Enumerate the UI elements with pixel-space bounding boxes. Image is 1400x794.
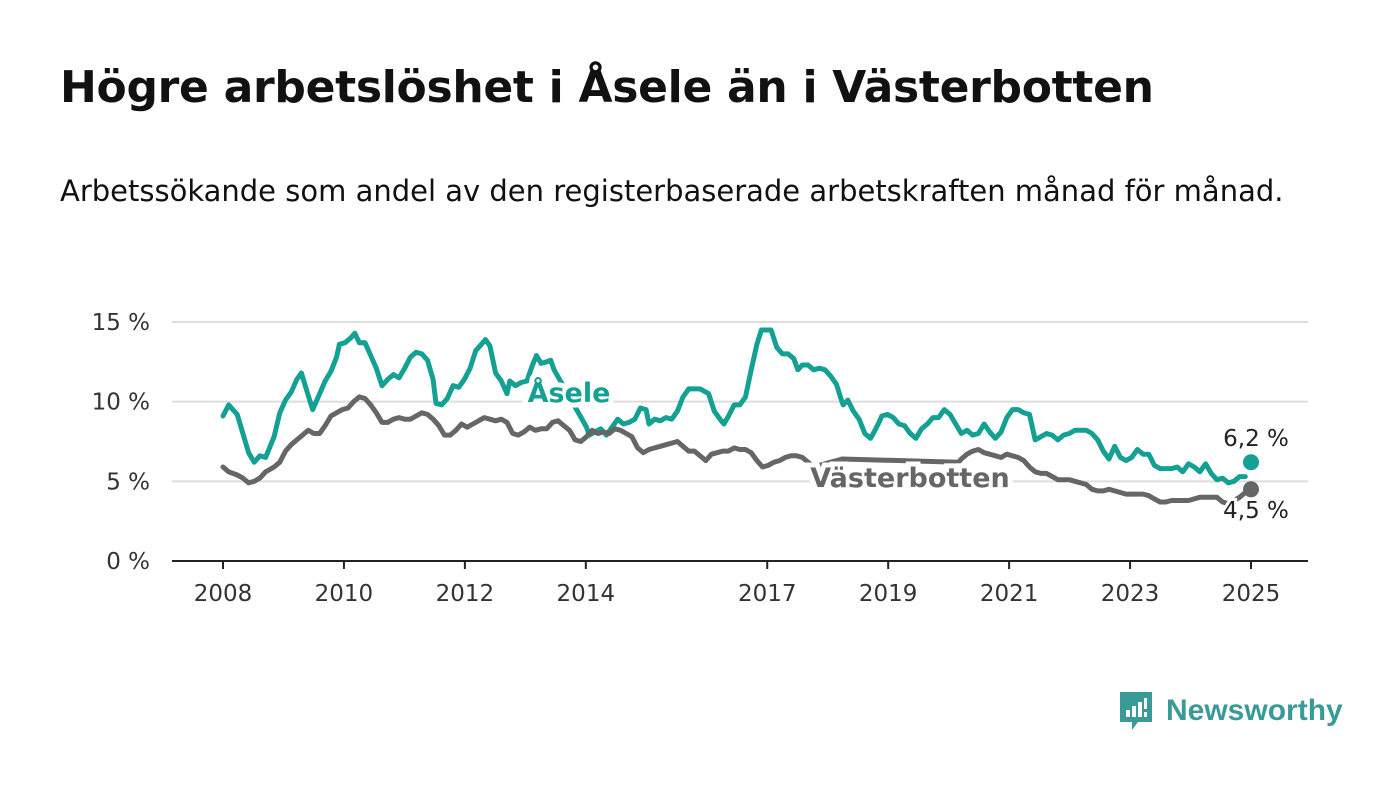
x-axis: 2008 2010 2012 2014 2017 2019 2021 2023 2025 xyxy=(172,560,1308,607)
series-label-vasterbotten: Västerbotten xyxy=(810,463,1009,494)
y-tick-label: 5 % xyxy=(106,469,150,495)
x-tick-label: 2023 xyxy=(1101,581,1160,607)
y-tick-label: 0 % xyxy=(106,549,150,575)
x-tick-label: 2017 xyxy=(738,581,797,607)
y-axis: 0 % 5 % 10 % 15 % xyxy=(92,310,150,575)
series-line-asele xyxy=(551,368,589,429)
logo-text: Newsworthy xyxy=(1166,694,1343,727)
series-line-vasterbotten xyxy=(956,447,1248,507)
x-tick-label: 2014 xyxy=(557,581,616,607)
x-tick-label: 2019 xyxy=(859,581,918,607)
series-line-vasterbotten xyxy=(220,394,845,486)
x-tick-label: 2012 xyxy=(436,581,495,607)
end-label-asele: 6,2 % xyxy=(1223,426,1289,452)
x-tick-label: 2008 xyxy=(194,581,253,607)
newsworthy-logo-icon xyxy=(1120,692,1152,730)
series-labels: Åsele Västerbotten 6,2 % 4,5 % xyxy=(523,372,1292,527)
series-line-asele xyxy=(220,330,557,465)
end-point-vasterbotten xyxy=(1243,481,1259,498)
series-line-vasterbotten xyxy=(842,456,959,465)
y-tick-label: 10 % xyxy=(92,390,150,416)
x-tick-label: 2025 xyxy=(1222,581,1281,607)
chart-title: Högre arbetslöshet i Åsele än i Västerbo… xyxy=(60,62,1154,113)
end-point-asele xyxy=(1243,454,1259,471)
x-tick-label: 2021 xyxy=(980,581,1039,607)
series-label-asele: Åsele xyxy=(528,377,611,409)
series-lines xyxy=(220,327,1259,507)
newsworthy-logo: Newsworthy xyxy=(1118,690,1343,732)
y-tick-label: 15 % xyxy=(92,310,150,336)
x-tick-label: 2010 xyxy=(315,581,374,607)
end-label-vasterbotten: 4,5 % xyxy=(1223,498,1289,524)
series-line-asele xyxy=(584,327,1248,486)
chart-subtitle: Arbetssökande som andel av den registerb… xyxy=(60,174,1284,208)
